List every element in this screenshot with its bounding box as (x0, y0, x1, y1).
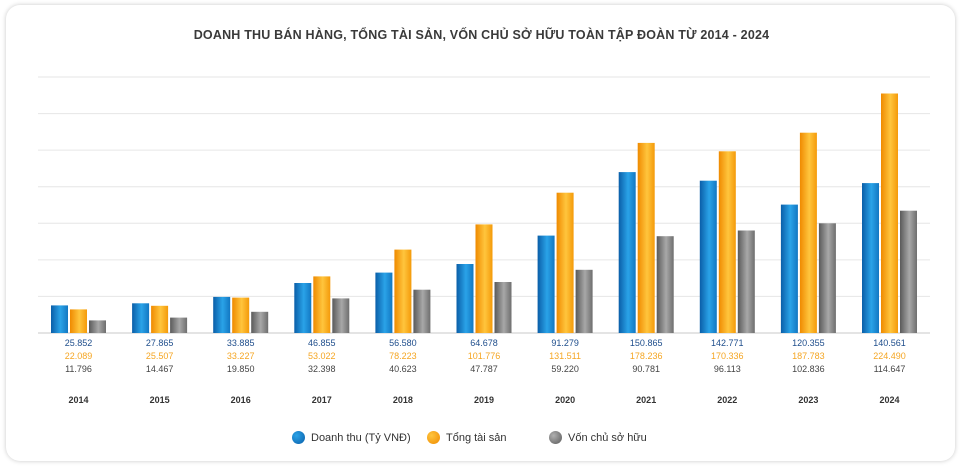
value-label-revenue-2022: 142.771 (711, 338, 744, 348)
value-label-assets-2021: 178.236 (630, 351, 663, 361)
bar-revenue-2023 (780, 204, 798, 333)
value-label-equity-2024: 114.647 (874, 364, 906, 374)
bar-assets-2020 (556, 192, 574, 333)
bar-equity-2015 (170, 317, 188, 333)
x-tick-label-2018: 2018 (393, 395, 413, 405)
bar-revenue-2020 (537, 235, 555, 333)
bars (51, 93, 917, 333)
value-label-revenue-2017: 46.855 (308, 338, 336, 348)
value-label-assets-2020: 131.511 (549, 351, 581, 361)
value-label-assets-2022: 170.336 (711, 351, 744, 361)
bar-revenue-2022 (699, 180, 717, 333)
bar-equity-2019 (494, 282, 512, 333)
value-label-equity-2016: 19.850 (227, 364, 255, 374)
bar-revenue-2019 (456, 264, 474, 333)
legend-item-equity: Vốn chủ sở hữu (549, 431, 647, 444)
legend-blue-dot-icon (292, 431, 305, 444)
value-label-revenue-2024: 140.561 (873, 338, 906, 348)
x-tick-label-2020: 2020 (555, 395, 575, 405)
bar-revenue-2015 (132, 303, 150, 333)
legend-orange-dot-icon (427, 431, 440, 444)
value-label-assets-2019: 101.776 (468, 351, 501, 361)
value-label-revenue-2014: 25.852 (65, 338, 93, 348)
bar-assets-2023 (799, 132, 817, 333)
x-tick-label-2021: 2021 (636, 395, 656, 405)
value-label-revenue-2018: 56.580 (389, 338, 417, 348)
legend-gray-dot-icon (549, 431, 562, 444)
value-label-equity-2019: 47.787 (470, 364, 498, 374)
value-label-equity-2014: 11.796 (65, 364, 92, 374)
value-label-revenue-2016: 33.885 (227, 338, 255, 348)
value-label-equity-2022: 96.113 (714, 364, 741, 374)
bar-revenue-2016 (213, 296, 231, 333)
x-tick-label-2017: 2017 (312, 395, 332, 405)
value-label-assets-2018: 78.223 (389, 351, 417, 361)
value-label-equity-2020: 59.220 (551, 364, 579, 374)
legend-label-assets: Tổng tài sản (446, 431, 507, 444)
value-label-revenue-2021: 150.865 (630, 338, 663, 348)
bar-revenue-2018 (375, 272, 393, 333)
bar-revenue-2017 (294, 283, 312, 333)
x-tick-label-2015: 2015 (150, 395, 170, 405)
value-label-equity-2023: 102.836 (792, 364, 825, 374)
x-tick-label-2019: 2019 (474, 395, 494, 405)
value-label-revenue-2015: 27.865 (146, 338, 174, 348)
value-label-equity-2017: 32.398 (308, 364, 336, 374)
value-label-assets-2023: 187.783 (792, 351, 825, 361)
bar-assets-2021 (637, 142, 655, 333)
value-label-assets-2014: 22.089 (65, 351, 93, 361)
bar-revenue-2024 (862, 183, 879, 333)
bar-equity-2017 (332, 298, 350, 333)
value-label-revenue-2019: 64.678 (470, 338, 498, 348)
x-tick-label-2024: 2024 (879, 395, 899, 405)
bar-equity-2014 (89, 320, 106, 333)
value-label-equity-2021: 90.781 (632, 364, 660, 374)
bar-assets-2019 (475, 224, 493, 333)
chart-title: DOANH THU BÁN HÀNG, TỔNG TÀI SẢN, VỐN CH… (193, 28, 770, 42)
bar-equity-2023 (818, 223, 836, 333)
value-label-assets-2024: 224.490 (873, 351, 906, 361)
value-label-revenue-2023: 120.355 (792, 338, 825, 348)
value-label-equity-2018: 40.623 (389, 364, 417, 374)
bar-equity-2020 (575, 269, 593, 333)
bar-equity-2022 (737, 230, 755, 333)
legend-item-assets: Tổng tài sản (427, 431, 507, 444)
value-label-assets-2017: 53.022 (308, 351, 336, 361)
x-tick-label-2016: 2016 (231, 395, 251, 405)
bar-equity-2018 (413, 289, 431, 333)
bar-assets-2018 (394, 249, 412, 333)
value-label-assets-2016: 33.227 (227, 351, 255, 361)
bar-revenue-2014 (51, 305, 68, 333)
legend-item-revenue: Doanh thu (Tỷ VNĐ) (292, 431, 411, 444)
value-label-assets-2015: 25.507 (146, 351, 174, 361)
value-label-equity-2015: 14.467 (146, 364, 174, 374)
bar-assets-2022 (718, 151, 736, 333)
legend-label-equity: Vốn chủ sở hữu (568, 431, 647, 444)
bar-assets-2024 (881, 93, 898, 333)
x-tick-label-2022: 2022 (717, 395, 737, 405)
bar-equity-2024 (900, 210, 917, 333)
bar-equity-2021 (656, 236, 674, 333)
bar-assets-2017 (313, 276, 331, 333)
x-tick-label-2014: 2014 (68, 395, 88, 405)
bar-assets-2015 (151, 305, 169, 333)
bar-equity-2016 (251, 311, 269, 333)
legend-label-revenue: Doanh thu (Tỷ VNĐ) (311, 431, 411, 444)
data-labels: 25.852 22.089 11.796 2014 27.865 25.507 14.467… (65, 338, 906, 405)
x-tick-label-2023: 2023 (798, 395, 818, 405)
value-label-revenue-2020: 91.279 (551, 338, 579, 348)
bar-assets-2016 (232, 297, 250, 333)
bar-assets-2014 (70, 309, 87, 333)
bar-revenue-2021 (618, 172, 636, 333)
